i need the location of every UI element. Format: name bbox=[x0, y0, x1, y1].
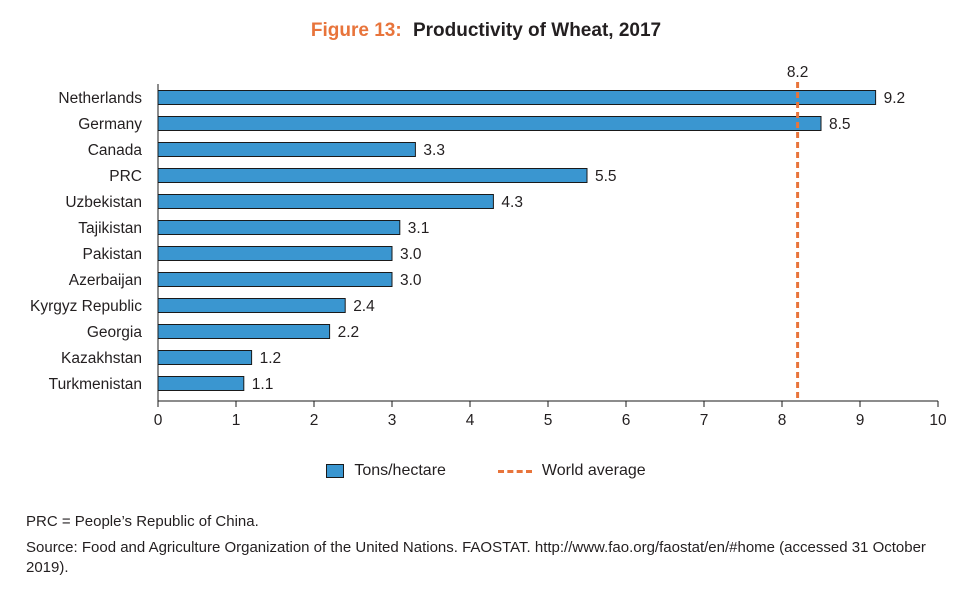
data-label: 3.0 bbox=[400, 246, 422, 263]
data-label: 3.1 bbox=[408, 220, 430, 237]
legend-item-world-average: World average bbox=[497, 462, 646, 480]
category-label: Georgia bbox=[87, 324, 143, 341]
bar bbox=[157, 194, 494, 209]
category-label: Kazakhstan bbox=[61, 350, 142, 367]
category-label: Azerbaijan bbox=[69, 272, 142, 289]
bar bbox=[157, 246, 393, 261]
category-label: Netherlands bbox=[58, 90, 142, 107]
bar bbox=[157, 298, 346, 313]
x-tick-label: 3 bbox=[388, 412, 397, 429]
x-tick-label: 5 bbox=[544, 412, 553, 429]
data-label: 2.2 bbox=[338, 324, 360, 341]
figure-label: Figure 13: bbox=[310, 20, 402, 41]
x-tick-label: 7 bbox=[700, 412, 709, 429]
bar-chart: Netherlands 9.2 Germany 8.5 Canada 3.3 PRC 5.5 U… bbox=[30, 64, 947, 429]
bar bbox=[157, 272, 393, 287]
figure-title: Productivity of Wheat, 2017 bbox=[412, 20, 662, 41]
data-label: 2.4 bbox=[353, 298, 375, 315]
chart-legend: Tons/hectare World average bbox=[0, 462, 972, 480]
x-tick-label: 6 bbox=[622, 412, 631, 429]
world-average-label: 8.2 bbox=[787, 64, 809, 81]
data-label: 1.1 bbox=[252, 376, 274, 393]
data-label: 4.3 bbox=[501, 194, 523, 211]
bar bbox=[157, 142, 416, 157]
category-label: PRC bbox=[109, 168, 142, 185]
category-label: Canada bbox=[88, 142, 143, 159]
x-tick-label: 0 bbox=[154, 412, 163, 429]
chart-notes: PRC = People’s Republic of China. Source… bbox=[26, 512, 956, 584]
source-note: Source: Food and Agriculture Organizatio… bbox=[26, 539, 926, 576]
bar bbox=[157, 90, 877, 105]
data-label: 5.5 bbox=[595, 168, 617, 185]
category-label: Kyrgyz Republic bbox=[30, 298, 142, 315]
abbreviation-note: PRC = People’s Republic of China. bbox=[26, 513, 259, 530]
category-label: Uzbekistan bbox=[65, 194, 142, 211]
x-tick-label: 1 bbox=[232, 412, 241, 429]
category-label: Turkmenistan bbox=[49, 376, 142, 393]
bar bbox=[157, 168, 588, 183]
category-label: Tajikistan bbox=[78, 220, 142, 237]
bar bbox=[157, 324, 331, 339]
bar bbox=[157, 350, 253, 365]
legend-line-label: World average bbox=[541, 462, 646, 479]
bar bbox=[157, 116, 822, 131]
chart-title: Figure 13: Productivity of Wheat, 2017 bbox=[0, 20, 972, 42]
data-label: 3.0 bbox=[400, 272, 422, 289]
data-label: 1.2 bbox=[260, 350, 282, 367]
data-label: 8.5 bbox=[829, 116, 851, 133]
bar bbox=[157, 376, 245, 391]
data-label: 3.3 bbox=[423, 142, 445, 159]
bar bbox=[157, 220, 401, 235]
x-tick-label: 4 bbox=[466, 412, 475, 429]
legend-bar-swatch bbox=[326, 464, 345, 478]
x-tick-label: 8 bbox=[778, 412, 787, 429]
category-label: Pakistan bbox=[83, 246, 142, 263]
category-label: Germany bbox=[78, 116, 142, 133]
x-tick-label: 10 bbox=[929, 412, 947, 429]
legend-item-tons-hectare: Tons/hectare bbox=[326, 462, 446, 480]
legend-bar-label: Tons/hectare bbox=[354, 462, 446, 479]
x-tick-label: 2 bbox=[310, 412, 319, 429]
data-label: 9.2 bbox=[884, 90, 906, 107]
x-tick-label: 9 bbox=[856, 412, 865, 429]
legend-line-swatch bbox=[497, 469, 532, 473]
